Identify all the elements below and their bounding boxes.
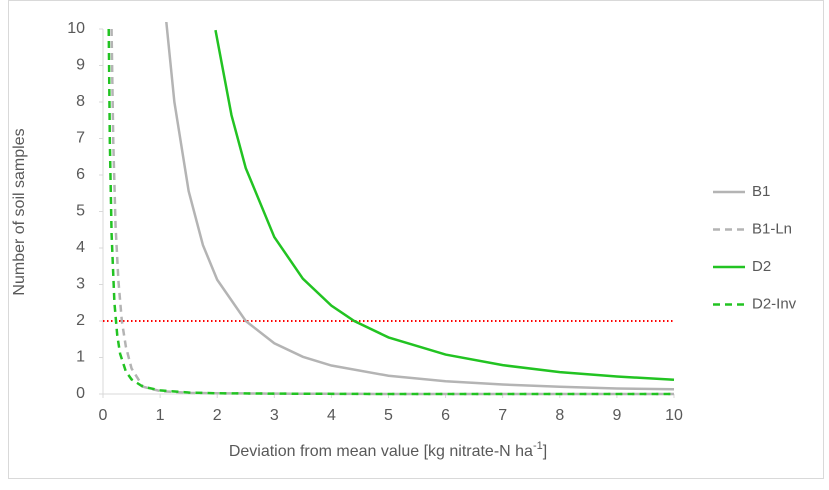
y-tick-label: 5 [76, 203, 85, 220]
y-tick-label: 9 [76, 57, 85, 74]
legend-label: B1-Ln [752, 220, 792, 237]
series-line [214, 29, 675, 382]
x-tick-label: 7 [498, 407, 507, 424]
y-tick-label: 3 [76, 276, 85, 293]
x-tick-label: 8 [555, 407, 564, 424]
x-axis-label-end: ] [543, 443, 547, 460]
x-tick-label: 0 [99, 407, 108, 424]
y-tick-label: 2 [76, 312, 85, 329]
y-tick-label: 1 [76, 349, 85, 366]
y-tick-label: 0 [76, 385, 85, 402]
legend-label: B1 [752, 183, 770, 200]
x-axis-label-sup: -1 [533, 440, 543, 452]
series-line [110, 28, 674, 396]
chart-border [8, 0, 824, 479]
y-axis-label: Number of soil samples [11, 128, 28, 295]
x-tick-label: 10 [665, 407, 683, 424]
y-tick-label: 4 [76, 239, 85, 256]
series-line [107, 28, 674, 396]
x-tick-label: 9 [612, 407, 621, 424]
y-tick-label: 8 [76, 93, 85, 110]
x-tick-label: 6 [441, 407, 450, 424]
series-line [165, 22, 675, 391]
y-tick-label: 10 [67, 20, 85, 37]
legend-label: D2-Inv [752, 295, 797, 312]
x-tick-label: 2 [213, 407, 222, 424]
y-tick-label: 7 [76, 130, 85, 147]
legend-label: D2 [752, 258, 771, 275]
x-axis-label: Deviation from mean value [kg nitrate-N … [229, 440, 547, 460]
y-tick-label: 6 [76, 166, 85, 183]
x-tick-label: 3 [270, 407, 279, 424]
x-tick-label: 1 [156, 407, 165, 424]
x-tick-label: 4 [327, 407, 336, 424]
x-axis-label-text: Deviation from mean value [kg nitrate-N … [229, 443, 533, 460]
x-tick-label: 5 [384, 407, 393, 424]
